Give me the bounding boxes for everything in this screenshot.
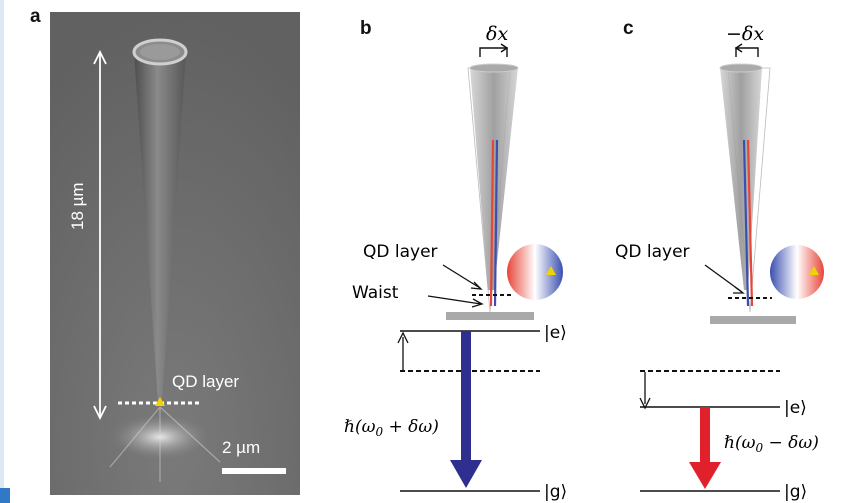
qd-layer-label: QD layer: [172, 372, 240, 391]
page-edge-marker: [0, 488, 10, 503]
strain-circle-c: [770, 245, 824, 299]
panel-c-schematic: [639, 43, 824, 492]
transition-arrow-c: [700, 407, 710, 465]
panel-b-label: b: [360, 18, 372, 39]
panel-c-label: c: [623, 18, 634, 39]
qd-marker: [155, 397, 165, 406]
substrate-b: [446, 312, 534, 320]
strain-circle-b: [507, 244, 563, 300]
panel-a-label: a: [30, 6, 41, 27]
qd-layer-label-b: QD layer: [363, 242, 438, 262]
page-edge-accent: [0, 0, 4, 503]
displacement-label-b: δx: [486, 23, 508, 45]
state-e-label-c: |e⟩: [784, 398, 807, 418]
sem-image: 18 µm QD layer 2 µm: [50, 12, 300, 495]
qd-marker-c: [809, 266, 819, 275]
nanowire-top-inner: [140, 44, 180, 60]
substrate-c: [710, 316, 796, 324]
nanowire: [134, 52, 186, 402]
energy-label-c: ℏ(ω0 − δω): [724, 433, 819, 455]
waist-label: Waist: [352, 283, 399, 303]
energy-label-b: ℏ(ω0 + δω): [344, 417, 439, 439]
panel-b-schematic: [397, 43, 563, 492]
state-g-label-b: |g⟩: [544, 482, 567, 502]
qd-layer-label-c: QD layer: [615, 242, 690, 262]
state-e-label-b: |e⟩: [544, 323, 567, 343]
state-g-label-c: |g⟩: [784, 482, 807, 502]
qd-marker-b: [546, 266, 556, 275]
bent-wire: [470, 68, 518, 290]
transition-arrow-b: [461, 331, 471, 463]
scale-label: 2 µm: [222, 438, 261, 457]
sem-svg: [50, 12, 300, 495]
displacement-label-c: −δx: [726, 23, 764, 45]
bent-wire-c: [720, 68, 762, 290]
scale-bar: [222, 468, 286, 474]
